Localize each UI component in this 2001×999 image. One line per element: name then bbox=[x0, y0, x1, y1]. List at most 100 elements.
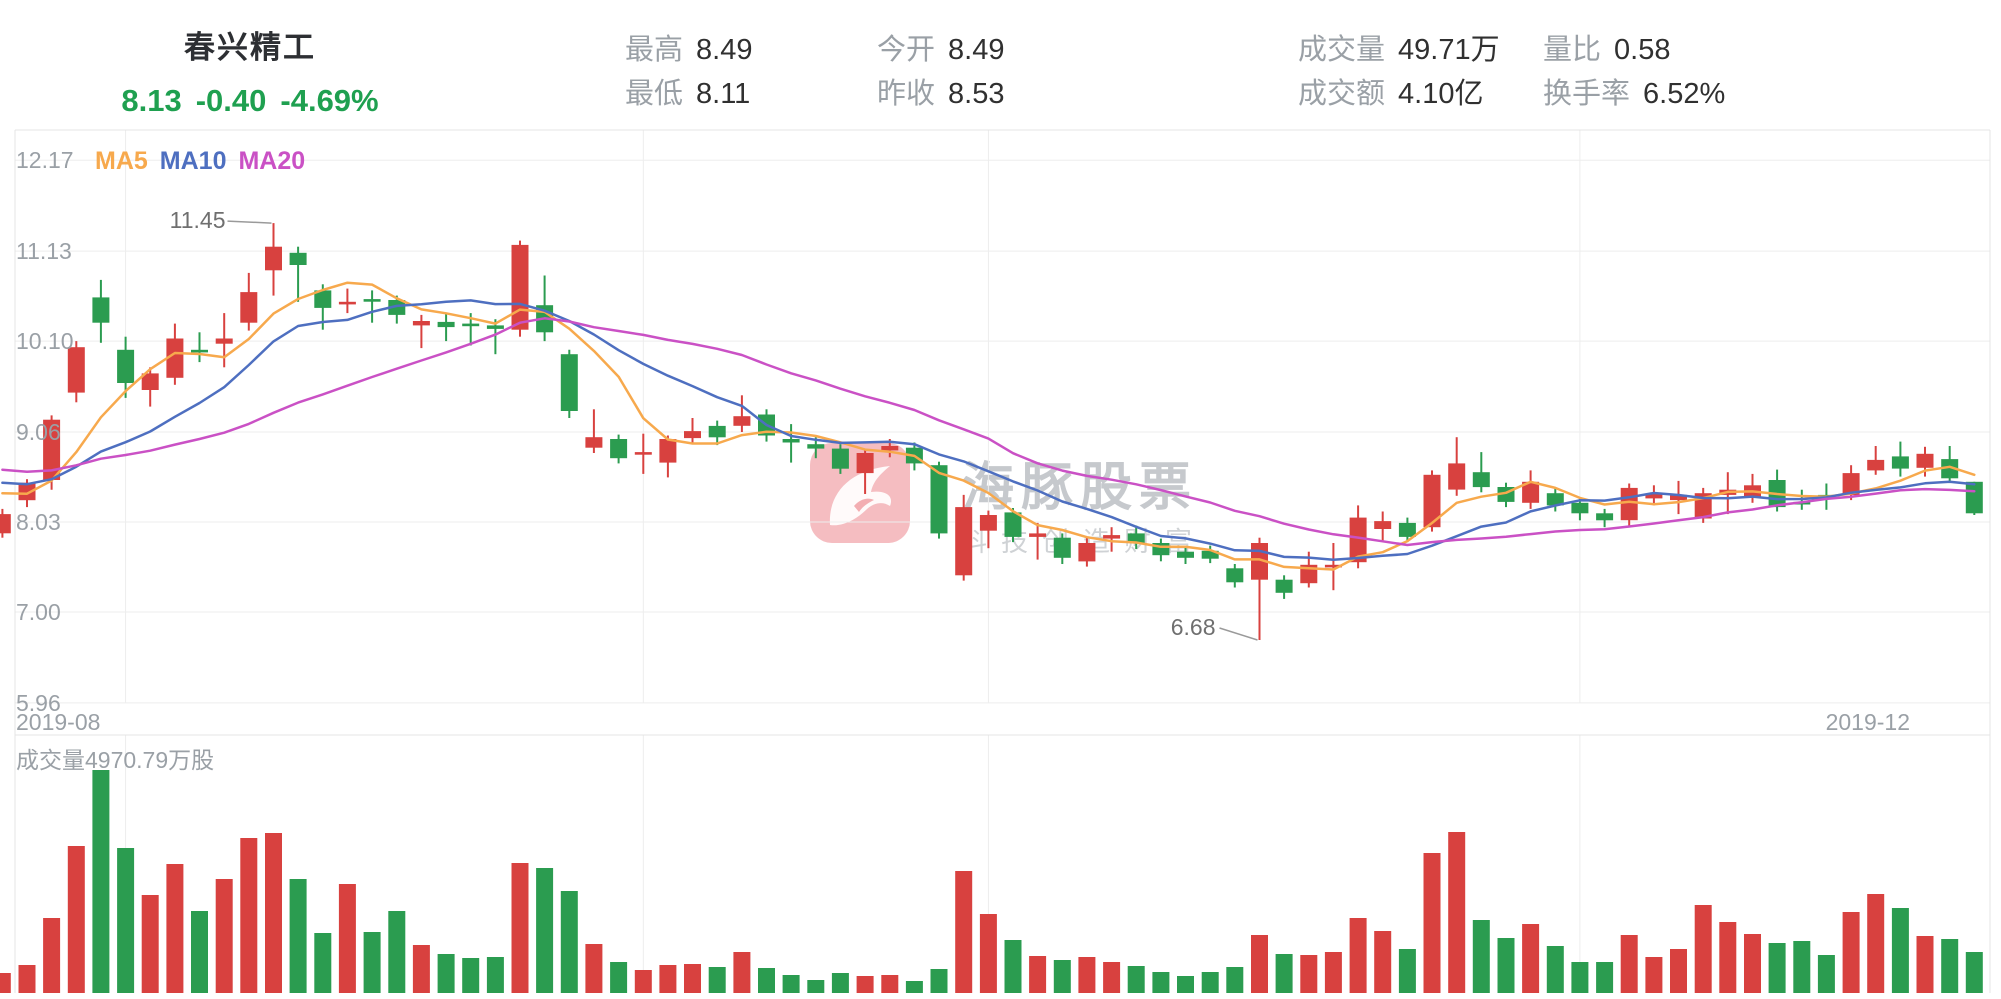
candle-body bbox=[1275, 579, 1293, 593]
volume-bar bbox=[67, 846, 85, 993]
candle-body bbox=[1398, 522, 1416, 537]
y-axis-tick: 11.13 bbox=[16, 238, 72, 265]
candle-body bbox=[388, 300, 406, 315]
candle-body bbox=[1941, 459, 1959, 479]
volume-bar bbox=[1571, 962, 1589, 993]
candle-body bbox=[1103, 535, 1121, 539]
legend-item-MA10: MA10 bbox=[159, 147, 227, 175]
volume-bar bbox=[1694, 905, 1712, 993]
candle-body bbox=[979, 515, 997, 531]
candle-body bbox=[240, 292, 258, 323]
candle-body bbox=[1448, 463, 1466, 490]
candle-body bbox=[265, 246, 282, 271]
candle-body bbox=[831, 448, 849, 469]
volume-bar bbox=[634, 970, 652, 993]
candle-body bbox=[1324, 564, 1342, 568]
volume-bar bbox=[1793, 941, 1811, 993]
candle-body bbox=[486, 325, 504, 329]
high-annotation: 11.45 bbox=[169, 207, 226, 234]
low-annotation: 6.68 bbox=[1170, 613, 1216, 640]
ma5-line bbox=[1, 281, 1976, 571]
volume-bar bbox=[1226, 967, 1244, 993]
candle-body bbox=[1349, 517, 1367, 563]
volume-bar bbox=[338, 884, 356, 993]
volume-bar bbox=[1004, 940, 1022, 993]
y-axis-tick: 5.96 bbox=[16, 689, 61, 716]
volume-bar bbox=[1152, 972, 1170, 993]
stat-label: 量比 bbox=[1543, 34, 1602, 66]
volume-bar bbox=[659, 965, 677, 993]
candle-body bbox=[659, 439, 677, 463]
legend-item-MA20: MA20 bbox=[238, 147, 306, 175]
candle-body bbox=[67, 347, 85, 393]
candle-body bbox=[437, 321, 455, 328]
volume-bar bbox=[1867, 894, 1885, 993]
x-axis-label-end: 2019-12 bbox=[1825, 709, 1910, 735]
volume-bar bbox=[363, 932, 381, 993]
candle-body bbox=[856, 453, 874, 474]
volume-bar bbox=[585, 944, 603, 993]
volume-bar bbox=[536, 868, 554, 993]
volume-bar bbox=[1127, 966, 1145, 993]
candle-body bbox=[708, 425, 726, 438]
volume-bar bbox=[1891, 908, 1909, 993]
candle-body bbox=[881, 446, 899, 451]
volume-bar bbox=[1522, 924, 1540, 993]
volume-bar bbox=[560, 891, 578, 993]
volume-bar bbox=[1596, 962, 1614, 993]
stat-value: 0.58 bbox=[1614, 34, 1671, 66]
stat-label: 成交量 bbox=[1298, 34, 1386, 66]
volume-bar bbox=[905, 981, 923, 993]
volume-bar bbox=[117, 848, 135, 993]
price-line: 8.13 -0.40 -4.69% bbox=[55, 83, 445, 119]
volume-bar bbox=[43, 918, 61, 993]
volume-bar bbox=[1546, 946, 1564, 993]
volume-bar bbox=[1423, 853, 1441, 993]
candle-body bbox=[585, 437, 603, 448]
volume-bar bbox=[684, 964, 701, 993]
volume-bar bbox=[1916, 936, 1934, 993]
volume-bar bbox=[610, 962, 628, 993]
volume-bar bbox=[930, 969, 948, 993]
volume-label: 成交量4970.79万股 bbox=[16, 747, 215, 773]
candle-body bbox=[1374, 521, 1392, 529]
volume-bar bbox=[1103, 962, 1121, 993]
candle-body bbox=[1177, 551, 1194, 558]
stat-value: 4.10亿 bbox=[1398, 78, 1484, 110]
candle-body bbox=[92, 297, 110, 323]
price-change-pct: -4.69% bbox=[280, 83, 379, 118]
volume-bar bbox=[1078, 957, 1096, 993]
volume-bar bbox=[437, 954, 455, 993]
volume-bar bbox=[289, 879, 307, 993]
low-annotation-line bbox=[1219, 627, 1258, 641]
volume-series bbox=[0, 770, 1983, 993]
volume-bar bbox=[1448, 832, 1466, 993]
volume-bar bbox=[166, 864, 184, 993]
volume-bar bbox=[92, 770, 110, 993]
candle-body bbox=[338, 301, 356, 305]
candle-body bbox=[955, 507, 973, 576]
volume-bar bbox=[511, 863, 529, 993]
volume-bar bbox=[856, 976, 874, 993]
volume-bar bbox=[1472, 920, 1490, 993]
volume-bar bbox=[1053, 960, 1071, 993]
candle-body bbox=[782, 439, 800, 443]
candle-body bbox=[1127, 533, 1145, 543]
stat-value: 8.49 bbox=[948, 34, 1005, 66]
candle-body bbox=[1965, 481, 1983, 514]
stat-label: 成交额 bbox=[1298, 78, 1386, 110]
volume-bar bbox=[831, 973, 849, 993]
stat-label: 今开 bbox=[877, 34, 936, 66]
stat-label: 昨收 bbox=[877, 78, 936, 110]
volume-bar bbox=[314, 933, 332, 993]
candle-body bbox=[1842, 473, 1860, 495]
candle-body bbox=[1004, 512, 1022, 537]
ma20-line bbox=[1, 317, 1976, 547]
ma-legend: MA5 MA10 MA20 bbox=[95, 147, 317, 176]
candle-body bbox=[733, 416, 751, 426]
stat-value: 49.71万 bbox=[1398, 34, 1500, 66]
candle-body bbox=[684, 431, 701, 439]
volume-bar bbox=[807, 980, 825, 993]
volume-bar bbox=[1965, 952, 1983, 993]
